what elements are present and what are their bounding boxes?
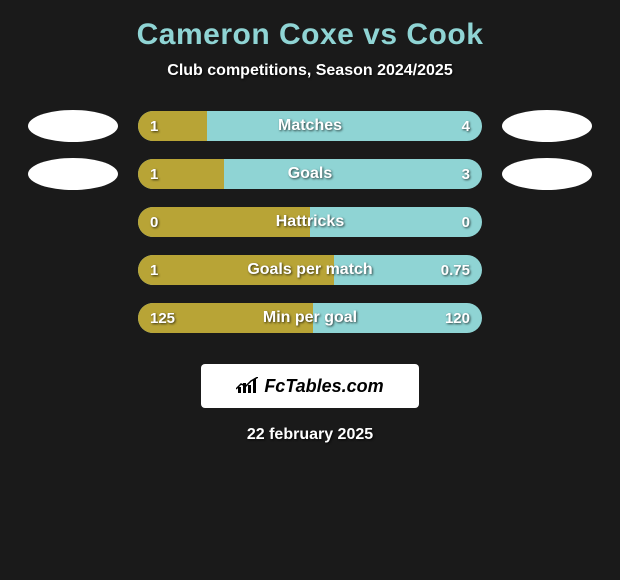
page-title: Cameron Coxe vs Cook (137, 18, 484, 52)
player-avatar-right (502, 110, 592, 142)
stat-row: 1Matches4 (0, 110, 620, 142)
comparison-card: Cameron Coxe vs Cook Club competitions, … (0, 0, 620, 444)
stat-row: 0Hattricks0 (0, 206, 620, 238)
stat-row: 1Goals per match0.75 (0, 254, 620, 286)
stat-value-left: 1 (150, 159, 158, 189)
footer-logo-text: FcTables.com (264, 376, 383, 397)
stat-value-left: 125 (150, 303, 175, 333)
subtitle: Club competitions, Season 2024/2025 (167, 62, 452, 80)
stat-row: 125Min per goal120 (0, 302, 620, 334)
player-avatar-right (502, 158, 592, 190)
stat-value-right: 120 (445, 303, 470, 333)
footer-date: 22 february 2025 (247, 426, 373, 444)
stat-rows: 1Matches4 1Goals3 0Hattricks0 1Goals per ma… (0, 110, 620, 350)
footer-logo[interactable]: FcTables.com (201, 364, 419, 408)
stat-value-right: 3 (462, 159, 470, 189)
stat-bar-left-segment (138, 111, 207, 141)
stat-row: 1Goals3 (0, 158, 620, 190)
stat-bar-left-segment (138, 255, 334, 285)
stat-bar: 1Goals3 (138, 159, 482, 189)
stat-value-left: 1 (150, 255, 158, 285)
stat-bar: 1Goals per match0.75 (138, 255, 482, 285)
stat-bar: 1Matches4 (138, 111, 482, 141)
player-avatar-left (28, 158, 118, 190)
stat-value-left: 0 (150, 207, 158, 237)
stat-value-right: 0.75 (441, 255, 470, 285)
stat-value-left: 1 (150, 111, 158, 141)
stat-bar: 0Hattricks0 (138, 207, 482, 237)
chart-icon (236, 377, 258, 395)
stat-bar-left-segment (138, 207, 310, 237)
player-avatar-left (28, 110, 118, 142)
stat-bar: 125Min per goal120 (138, 303, 482, 333)
stat-value-right: 0 (462, 207, 470, 237)
stat-value-right: 4 (462, 111, 470, 141)
